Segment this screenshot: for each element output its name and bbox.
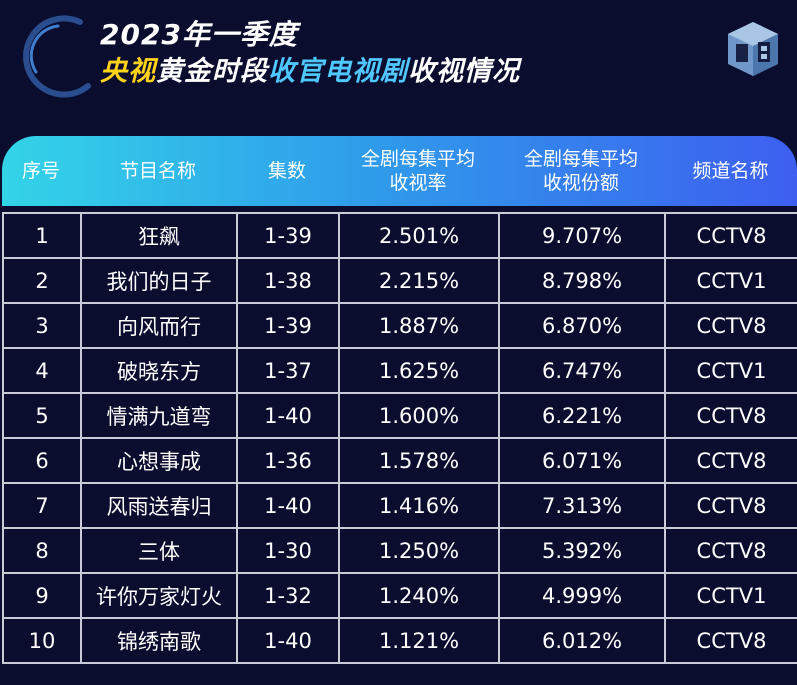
table-header-bar [2, 136, 797, 206]
cell-avg-share: 7.313% [498, 482, 666, 529]
table-row: 6 心想事成 1-36 1.578% 6.071% CCTV8 [2, 437, 797, 484]
cell-episodes: 1-40 [236, 392, 340, 439]
cell-rank: 1 [2, 212, 82, 259]
cell-avg-rating: 1.600% [338, 392, 500, 439]
table-row: 2 我们的日子 1-38 2.215% 8.798% CCTV1 [2, 257, 797, 304]
cell-avg-share: 8.798% [498, 257, 666, 304]
header-name: 节目名称 [119, 160, 196, 182]
cell-program-name: 我们的日子 [80, 257, 238, 304]
cell-avg-rating: 1.578% [338, 437, 500, 484]
cell-rank: 3 [2, 302, 82, 349]
cell-episodes: 1-39 [236, 302, 340, 349]
cell-avg-rating: 2.215% [338, 257, 500, 304]
table-row: 5 情满九道弯 1-40 1.600% 6.221% CCTV8 [2, 392, 797, 439]
cell-program-name: 情满九道弯 [80, 392, 238, 439]
table-row: 7 风雨送春归 1-40 1.416% 7.313% CCTV8 [2, 482, 797, 529]
cell-rank: 9 [2, 572, 82, 619]
cell-program-name: 许你万家灯火 [80, 572, 238, 619]
cell-program-name: 破晓东方 [80, 347, 238, 394]
cell-program-name: 三体 [80, 527, 238, 574]
cell-avg-share: 9.707% [498, 212, 666, 259]
cell-avg-rating: 1.240% [338, 572, 500, 619]
cell-avg-share: 6.870% [498, 302, 666, 349]
table-row: 8 三体 1-30 1.250% 5.392% CCTV8 [2, 527, 797, 574]
cell-episodes: 1-32 [236, 572, 340, 619]
cell-program-name: 向风而行 [80, 302, 238, 349]
cell-program-name: 风雨送春归 [80, 482, 238, 529]
cell-program-name: 心想事成 [80, 437, 238, 484]
cell-rank: 2 [2, 257, 82, 304]
table-body: 1 狂飙 1-39 2.501% 9.707% CCTV8 2 我们的日子 1-38 2.215%… [2, 212, 797, 664]
cell-rank: 10 [2, 617, 82, 664]
cell-rank: 8 [2, 527, 82, 574]
cell-avg-rating: 1.121% [338, 617, 500, 664]
cell-program-name: 狂飙 [80, 212, 238, 259]
table-row: 10 锦绣南歌 1-40 1.121% 6.012% CCTV8 [2, 617, 797, 664]
ratings-table: 1 狂飙 1-39 2.501% 9.707% CCTV8 2 我们的日子 1-38 2.215%… [2, 212, 797, 664]
title-line2: 央视黄金时段收官电视剧收视情况 [100, 52, 520, 92]
cell-episodes: 1-30 [236, 527, 340, 574]
cell-avg-share: 6.221% [498, 392, 666, 439]
title-primetime: 黄金时段 [156, 56, 268, 87]
cell-channel: CCTV8 [664, 302, 797, 349]
cell-rank: 5 [2, 392, 82, 439]
cell-avg-rating: 1.625% [338, 347, 500, 394]
cell-avg-rating: 1.416% [338, 482, 500, 529]
cell-avg-share: 5.392% [498, 527, 666, 574]
cell-episodes: 1-40 [236, 482, 340, 529]
header-channel: 频道名称 [692, 160, 769, 182]
cell-channel: CCTV1 [664, 572, 797, 619]
cell-avg-rating: 1.887% [338, 302, 500, 349]
cell-avg-share: 6.071% [498, 437, 666, 484]
header-rank: 序号 [21, 160, 60, 182]
cube-cb-logo-icon [728, 22, 778, 76]
table-row: 9 许你万家灯火 1-32 1.240% 4.999% CCTV1 [2, 572, 797, 619]
cell-channel: CCTV8 [664, 392, 797, 439]
cell-avg-share: 4.999% [498, 572, 666, 619]
cell-channel: CCTV8 [664, 212, 797, 259]
title-highlight-cctv: 央视 [100, 56, 156, 87]
header-avg-share: 全剧每集平均 收视份额 [523, 148, 638, 194]
cell-rank: 7 [2, 482, 82, 529]
page-title: 2023年一季度 央视黄金时段收官电视剧收视情况 [100, 18, 520, 92]
cell-episodes: 1-38 [236, 257, 340, 304]
cell-episodes: 1-36 [236, 437, 340, 484]
header-episodes: 集数 [267, 160, 306, 182]
title-line1: 2023年一季度 [100, 18, 298, 51]
table-row: 4 破晓东方 1-37 1.625% 6.747% CCTV1 [2, 347, 797, 394]
header-avg-rating: 全剧每集平均 收视率 [360, 148, 475, 194]
cell-rank: 4 [2, 347, 82, 394]
cell-episodes: 1-39 [236, 212, 340, 259]
title-ratings: 收视情况 [408, 56, 520, 87]
cell-program-name: 锦绣南歌 [80, 617, 238, 664]
cell-avg-share: 6.747% [498, 347, 666, 394]
cell-avg-rating: 2.501% [338, 212, 500, 259]
title-highlight-finale: 收官电视剧 [268, 56, 408, 87]
cell-episodes: 1-37 [236, 347, 340, 394]
cell-channel: CCTV1 [664, 347, 797, 394]
cell-rank: 6 [2, 437, 82, 484]
cell-channel: CCTV8 [664, 527, 797, 574]
cell-episodes: 1-40 [236, 617, 340, 664]
cell-channel: CCTV8 [664, 617, 797, 664]
cell-avg-share: 6.012% [498, 617, 666, 664]
cell-channel: CCTV1 [664, 257, 797, 304]
cell-channel: CCTV8 [664, 482, 797, 529]
cell-channel: CCTV8 [664, 437, 797, 484]
table-row: 3 向风而行 1-39 1.887% 6.870% CCTV8 [2, 302, 797, 349]
cell-avg-rating: 1.250% [338, 527, 500, 574]
decorative-arc [23, 15, 91, 98]
table-row: 1 狂飙 1-39 2.501% 9.707% CCTV8 [2, 212, 797, 259]
